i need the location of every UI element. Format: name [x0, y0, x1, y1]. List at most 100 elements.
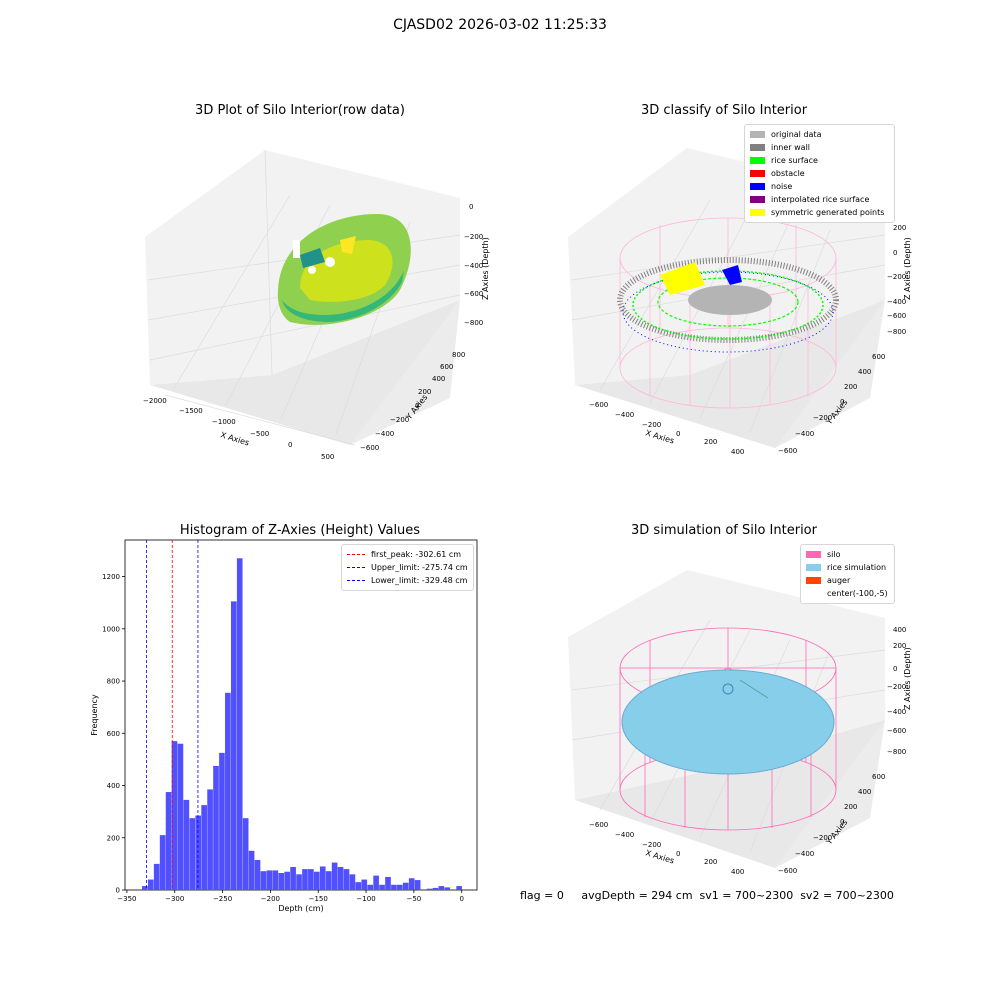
hist-xlabel: Depth (cm): [278, 904, 323, 913]
panel3-title: Histogram of Z-Axies (Height) Values: [179, 523, 421, 538]
p2-ztick: 0: [893, 249, 897, 257]
p1-ytick: 200: [418, 388, 431, 396]
p1-xtick: −1000: [212, 418, 236, 426]
legend-swatch: [750, 209, 765, 216]
hist-bar: [230, 601, 237, 890]
hist-bar: [414, 880, 421, 890]
legend-line: [347, 567, 365, 568]
p4-ztick: 200: [893, 642, 906, 650]
hist-bar: [189, 818, 196, 890]
p2-ztick: −200: [887, 273, 906, 281]
p1-ztick: −800: [464, 319, 483, 327]
legend-label: Upper_limit: -275.74 cm: [371, 563, 468, 572]
p4-xlabel: X Axies: [644, 848, 675, 865]
panel1-raw-3d-plot: −2000 −1500 −1000 −500 0 500 −600 −400 −…: [143, 149, 490, 461]
p4-ytick: 200: [844, 803, 857, 811]
hist-bar: [456, 886, 462, 890]
p2-ztick: −600: [887, 312, 906, 320]
p2-xlabel: X Axies: [644, 428, 675, 445]
hist-bar: [379, 884, 385, 890]
p2-xtick: −600: [589, 401, 608, 409]
hist-bar: [147, 879, 154, 890]
hist-bar: [314, 871, 320, 890]
legend-item-first-peak: first_peak: -302.61 cm: [347, 548, 468, 561]
hist-bar: [426, 888, 433, 890]
hist-xtick-label: −200: [261, 895, 280, 903]
p4-ztick: −600: [887, 727, 906, 735]
hist-bar: [343, 869, 350, 890]
flag-text: flag = 0: [520, 889, 564, 902]
hist-bar: [254, 859, 261, 890]
legend-swatch: [750, 157, 765, 164]
legend-item-lower-limit: Lower_limit: -329.48 cm: [347, 574, 468, 587]
hist-bar: [385, 876, 391, 890]
p2-xtick: 400: [731, 448, 744, 456]
p4-xtick: −200: [642, 841, 661, 849]
hist-bar: [367, 884, 374, 890]
hist-xtick-label: −350: [117, 895, 136, 903]
legend-swatch: [806, 564, 821, 571]
hist-xtick-label: −100: [356, 895, 375, 903]
panel2-classify-3d-plot: −600 −400 −200 0 200 400 −600 −400 −200 …: [568, 148, 912, 456]
hist-ytick-label: 0: [116, 887, 120, 895]
hist-bar: [325, 871, 332, 890]
panel4-simulation-3d-plot: −600 −400 −200 0 200 400 −600 −400 −200 …: [568, 570, 912, 876]
p1-side-pane: [340, 198, 460, 445]
hist-bar: [408, 878, 415, 890]
hist-xtick-label: 0: [459, 895, 463, 903]
panel4-tick-labels: −600 −400 −200 0 200 400 −600 −400 −200 …: [589, 626, 906, 876]
hist-ticks: −350 −300 −250 −200 −150 −100 −50 0 0 200 400 600 80…: [102, 573, 464, 903]
hist-bar: [207, 789, 213, 890]
legend-swatch: [750, 196, 765, 203]
p1-ytick: −600: [360, 444, 379, 452]
p2-ytick: −400: [795, 430, 814, 438]
p2-ztick: −400: [887, 298, 906, 306]
p4-xtick: 200: [704, 858, 717, 866]
p2-ztick: −800: [887, 328, 906, 336]
hist-xtick-label: −300: [165, 895, 184, 903]
p4-xtick: −400: [615, 831, 634, 839]
p4-ytick: 400: [858, 788, 871, 796]
p4-xtick: 0: [676, 850, 680, 858]
hist-vlines: [146, 540, 199, 890]
p2-xtick: −400: [615, 411, 634, 419]
p4-ytick: −600: [778, 867, 797, 875]
hist-bar: [432, 887, 439, 890]
hist-bar: [355, 882, 362, 890]
p2-ytick: −200: [813, 414, 832, 422]
legend-label: rice simulation: [827, 563, 887, 572]
hist-bar: [213, 765, 219, 890]
p2-xtick: 0: [676, 430, 680, 438]
p4-ztick: 400: [893, 626, 906, 634]
legend-label: first_peak: -302.61 cm: [371, 550, 462, 559]
hist-bar: [177, 743, 184, 890]
p1-xtick: −500: [250, 430, 269, 438]
p4-ztick: −800: [887, 748, 906, 756]
hist-legend: first_peak: -302.61 cm Upper_limit: -275…: [341, 544, 474, 591]
hist-bar: [302, 869, 308, 890]
hist-ytick-label: 600: [107, 730, 120, 738]
hist-xtick-label: −150: [309, 895, 328, 903]
legend-item-original: original data: [750, 128, 889, 141]
p1-ytick: 0: [415, 402, 419, 410]
hist-bar: [165, 792, 172, 890]
p2-zlabel: Z Axies (Depth): [903, 237, 912, 300]
p4-floor-pane: [575, 720, 885, 868]
hist-bar: [236, 558, 243, 890]
hist-bar: [402, 882, 409, 890]
legend-item-noise: noise: [750, 180, 889, 193]
p1-ztick: 0: [469, 203, 473, 211]
hist-xtick-label: −250: [213, 895, 232, 903]
legend-swatch: [750, 183, 765, 190]
p1-xlabel: X Axies: [219, 430, 250, 447]
hist-ylabel: Frequency: [90, 694, 99, 736]
hist-bar: [397, 884, 403, 890]
p2-xtick: −200: [642, 421, 661, 429]
hist-bar: [142, 886, 148, 890]
legend-label: original data: [771, 130, 822, 139]
panel2-title: 3D classify of Silo Interior: [640, 103, 808, 118]
p1-ytick: −200: [390, 416, 409, 424]
hist-bar: [183, 799, 190, 890]
legend-item-upper-limit: Upper_limit: -275.74 cm: [347, 561, 468, 574]
panel2-legend: original data inner wall rice surface ob…: [744, 124, 895, 223]
